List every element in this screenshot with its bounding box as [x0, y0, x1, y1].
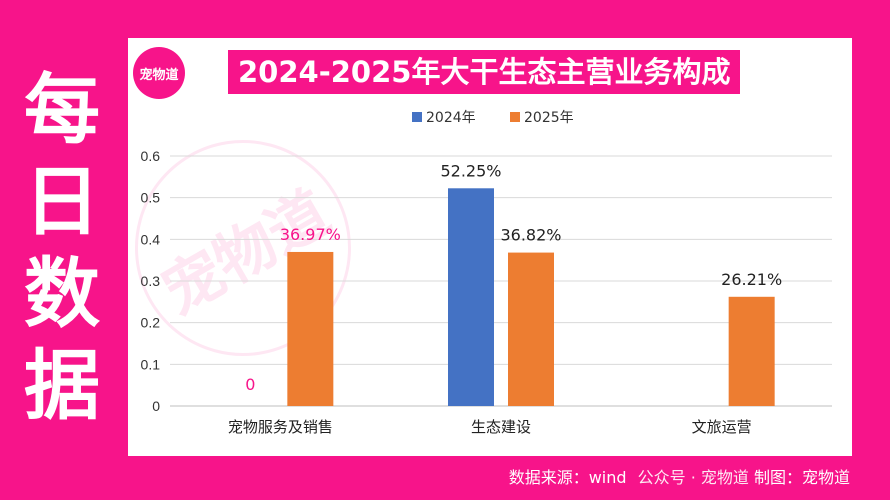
bar-2025 — [728, 296, 775, 406]
data-label: 52.25% — [440, 161, 501, 180]
y-tick-label: 0 — [152, 398, 160, 414]
data-label: 0 — [245, 375, 255, 394]
side-title-char-3: 数 — [24, 249, 100, 338]
bar-2025 — [287, 251, 334, 406]
y-tick-label: 0.6 — [141, 148, 161, 164]
x-tick-label: 宠物服务及销售 — [228, 418, 333, 436]
logo: 宠物道 — [133, 47, 185, 99]
y-tick-label: 0.4 — [141, 231, 161, 247]
side-title-char-2: 日 — [24, 157, 100, 246]
legend-label: 2025年 — [524, 110, 574, 126]
legend-swatch-2024 — [412, 112, 422, 122]
bar-2024 — [448, 188, 494, 406]
side-title-char-1: 每 — [24, 65, 100, 154]
footer-wechat: 公众号 · 宠物道 — [637, 468, 749, 487]
data-label: 36.97% — [280, 225, 341, 244]
data-label: 26.21% — [721, 270, 782, 289]
x-tick-label: 生态建设 — [471, 418, 531, 436]
bar-2025 — [508, 252, 554, 406]
y-tick-label: 0.1 — [141, 356, 161, 372]
legend-swatch-2025 — [510, 112, 520, 122]
side-title: 每 日 数 据 — [14, 64, 110, 432]
footer: 数据来源：wind 公众号 · 宠物道 制图：宠物道 — [509, 464, 850, 488]
side-title-char-4: 据 — [24, 341, 100, 430]
y-tick-label: 0.5 — [141, 190, 161, 206]
chart-title: 2024-2025年大干生态主营业务构成 — [228, 50, 741, 94]
footer-credit: 制图：宠物道 — [753, 468, 850, 487]
y-tick-label: 0.3 — [141, 273, 161, 289]
footer-source: 数据来源：wind — [508, 468, 627, 487]
y-tick-label: 0.2 — [141, 315, 161, 331]
legend-label: 2024年 — [426, 110, 476, 126]
data-label: 36.82% — [500, 226, 561, 245]
data-label: 43.56% — [661, 0, 722, 4]
x-tick-label: 文旅运营 — [692, 418, 752, 436]
